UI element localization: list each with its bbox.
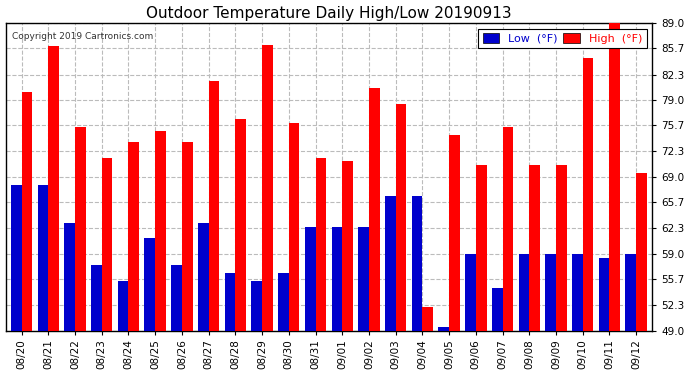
Bar bbox=[278, 273, 289, 330]
Bar bbox=[118, 280, 128, 330]
Bar bbox=[64, 223, 75, 330]
Bar bbox=[556, 165, 566, 330]
Bar bbox=[262, 45, 273, 330]
Bar bbox=[128, 142, 139, 330]
Bar bbox=[21, 92, 32, 330]
Bar bbox=[492, 288, 502, 330]
Bar bbox=[545, 254, 556, 330]
Bar bbox=[225, 273, 235, 330]
Bar bbox=[182, 142, 193, 330]
Bar bbox=[412, 196, 422, 330]
Bar bbox=[449, 135, 460, 330]
Bar bbox=[91, 265, 101, 330]
Title: Outdoor Temperature Daily High/Low 20190913: Outdoor Temperature Daily High/Low 20190… bbox=[146, 6, 512, 21]
Bar bbox=[251, 280, 262, 330]
Bar bbox=[289, 123, 299, 330]
Bar bbox=[208, 81, 219, 330]
Bar bbox=[101, 158, 112, 330]
Bar bbox=[438, 327, 449, 330]
Bar bbox=[155, 131, 166, 330]
Bar bbox=[75, 127, 86, 330]
Bar bbox=[331, 227, 342, 330]
Bar bbox=[11, 184, 21, 330]
Bar bbox=[636, 173, 647, 330]
Bar bbox=[235, 119, 246, 330]
Bar bbox=[422, 308, 433, 330]
Bar bbox=[315, 158, 326, 330]
Bar bbox=[476, 165, 486, 330]
Bar bbox=[572, 254, 582, 330]
Bar bbox=[519, 254, 529, 330]
Bar bbox=[529, 165, 540, 330]
Bar bbox=[625, 254, 636, 330]
Bar bbox=[582, 58, 593, 330]
Bar bbox=[599, 258, 609, 330]
Bar bbox=[171, 265, 182, 330]
Bar bbox=[395, 104, 406, 330]
Legend: Low  (°F), High  (°F): Low (°F), High (°F) bbox=[478, 28, 647, 48]
Bar bbox=[358, 227, 369, 330]
Bar bbox=[38, 184, 48, 330]
Bar bbox=[369, 88, 380, 330]
Bar bbox=[198, 223, 208, 330]
Bar bbox=[502, 127, 513, 330]
Bar bbox=[342, 162, 353, 330]
Bar bbox=[48, 46, 59, 330]
Bar bbox=[305, 227, 315, 330]
Bar bbox=[144, 238, 155, 330]
Bar bbox=[385, 196, 395, 330]
Bar bbox=[465, 254, 476, 330]
Text: Copyright 2019 Cartronics.com: Copyright 2019 Cartronics.com bbox=[12, 32, 153, 41]
Bar bbox=[609, 23, 620, 330]
